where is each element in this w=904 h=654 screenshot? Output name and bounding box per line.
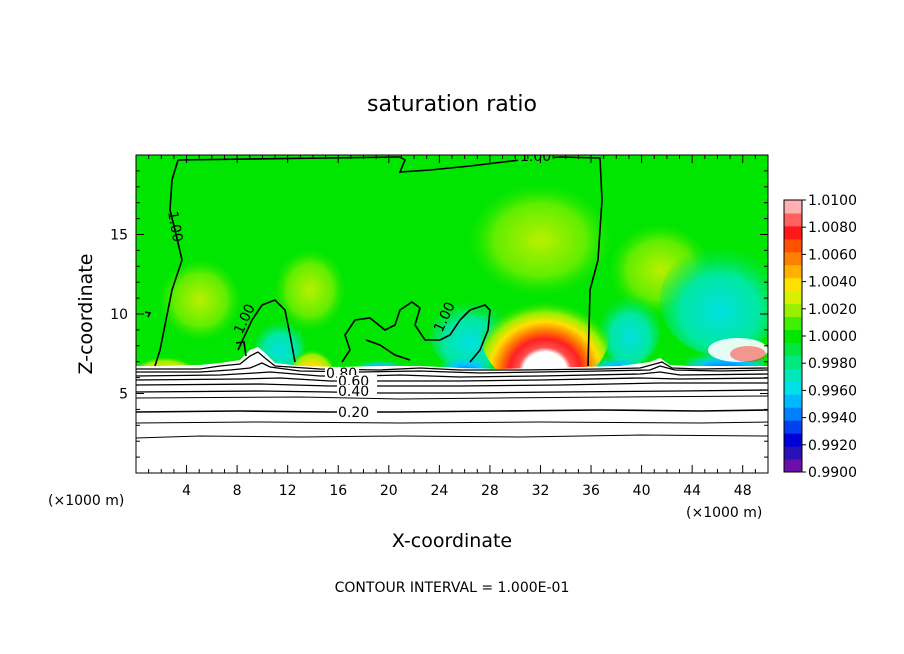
colorbar-segment xyxy=(784,212,802,227)
x-tick-label: 12 xyxy=(279,483,297,499)
colorbar-segment xyxy=(784,381,802,395)
contour-line xyxy=(136,434,768,439)
colorbar-segment xyxy=(784,420,802,434)
colorbar-segment xyxy=(784,264,802,279)
contour-label: 1.00 xyxy=(164,210,185,243)
label-halo xyxy=(518,155,554,163)
colorbar-tick-label: 0.9920 xyxy=(808,438,857,454)
contour-line xyxy=(177,156,401,161)
x-tick-label: 28 xyxy=(481,483,499,499)
contour-line xyxy=(136,389,768,394)
y-tick-label: 10 xyxy=(110,307,128,323)
colorbar-segment xyxy=(784,407,802,421)
x-tick-label: 24 xyxy=(430,483,448,499)
contour-line xyxy=(136,351,768,371)
colorbar-labels: 1.0100 1.0080 1.0060 1.0040 1.0020 1.0000 0.99… xyxy=(802,193,857,481)
colorbar-tick-label: 1.0000 xyxy=(808,329,857,345)
contour-line xyxy=(136,377,768,382)
colorbar-segment xyxy=(784,342,802,356)
contour-line xyxy=(136,409,768,413)
contour-line xyxy=(237,299,296,363)
field-region xyxy=(470,185,610,295)
colorbar-tick-label: 0.9980 xyxy=(808,356,857,372)
colorbar-segment xyxy=(784,433,802,447)
colorbar-segment xyxy=(784,251,802,266)
colorbar-segment xyxy=(784,290,802,305)
label-halo xyxy=(325,368,359,379)
colorbar-tick-label: 1.0040 xyxy=(808,275,857,291)
contour-line xyxy=(136,362,768,374)
x-axis-title: X-coordinate xyxy=(392,530,512,552)
contour-line xyxy=(144,311,152,318)
contour-line xyxy=(341,301,491,363)
y-axis: 5 10 15 xyxy=(110,170,768,458)
colorbar-tick-label: 1.0100 xyxy=(808,193,857,209)
x-tick-label: 8 xyxy=(233,483,242,499)
x-unit-label-left: (×1000 m) xyxy=(48,493,124,509)
contour-label: 0.20 xyxy=(338,405,369,421)
x-tick-label: 32 xyxy=(532,483,550,499)
colorbar-segment xyxy=(784,316,802,331)
colorbar-tick-label: 1.0020 xyxy=(808,302,857,318)
contour-line xyxy=(235,341,247,357)
x-tick-label: 16 xyxy=(329,483,347,499)
field-region xyxy=(660,245,768,355)
y-tick-label: 15 xyxy=(110,228,128,244)
colorbar-segment xyxy=(784,394,802,408)
contour-label: 1.00 xyxy=(520,149,551,165)
colorbar-tick-label: 0.9940 xyxy=(808,411,857,427)
colorbar-segment xyxy=(784,329,802,343)
field-region xyxy=(160,260,240,340)
colorbar-segment xyxy=(784,368,802,382)
colorbar-tick-label: 0.9960 xyxy=(808,383,857,399)
label-halo xyxy=(337,375,377,387)
colorbar-tick-label: 1.0060 xyxy=(808,247,857,263)
x-axis: 4 8 12 16 20 24 28 32 36 40 44 48 xyxy=(148,155,756,499)
x-unit-label-right: (×1000 m) xyxy=(686,505,762,521)
contour-label: 0.40 xyxy=(338,384,369,400)
x-tick-label: 4 xyxy=(182,483,191,499)
colorbar-segment xyxy=(784,277,802,292)
contour-line xyxy=(136,421,768,424)
y-tick-label: 5 xyxy=(119,387,128,403)
contour-line xyxy=(136,382,768,387)
colorbar-segment xyxy=(784,459,802,473)
colorbar-segment xyxy=(784,446,802,460)
x-tick-label: 20 xyxy=(380,483,398,499)
field-region xyxy=(730,346,766,362)
label-halo xyxy=(337,385,377,397)
colorbar-segment xyxy=(784,225,802,240)
colorbar-segment xyxy=(784,355,802,369)
y-axis-title: Z-coordinate xyxy=(75,254,97,375)
contour-line xyxy=(136,371,768,378)
contour-line xyxy=(154,159,183,367)
colorbar-segment xyxy=(784,303,802,318)
contour-line xyxy=(136,395,768,400)
colorbar-tick-label: 1.0080 xyxy=(808,220,857,236)
contour-interval-note: CONTOUR INTERVAL = 1.000E-01 xyxy=(335,580,570,596)
label-halo xyxy=(337,405,377,419)
x-tick-label: 40 xyxy=(633,483,651,499)
colorbar-segment xyxy=(784,200,802,214)
colorbar xyxy=(783,199,803,473)
chart-title: saturation ratio xyxy=(367,92,537,117)
contour-line xyxy=(365,339,411,361)
plot-area: 1.00 1.00 1.00 1.00 0.80 0.60 0.40 0.20 xyxy=(136,149,768,473)
x-tick-label: 48 xyxy=(734,483,752,499)
x-tick-label: 36 xyxy=(582,483,600,499)
colorbar-tick-label: 0.9900 xyxy=(808,465,857,481)
field-region xyxy=(480,270,610,390)
contour-lines xyxy=(136,351,768,439)
x-tick-label: 44 xyxy=(683,483,701,499)
colorbar-segment xyxy=(784,238,802,253)
field-region xyxy=(275,250,345,330)
